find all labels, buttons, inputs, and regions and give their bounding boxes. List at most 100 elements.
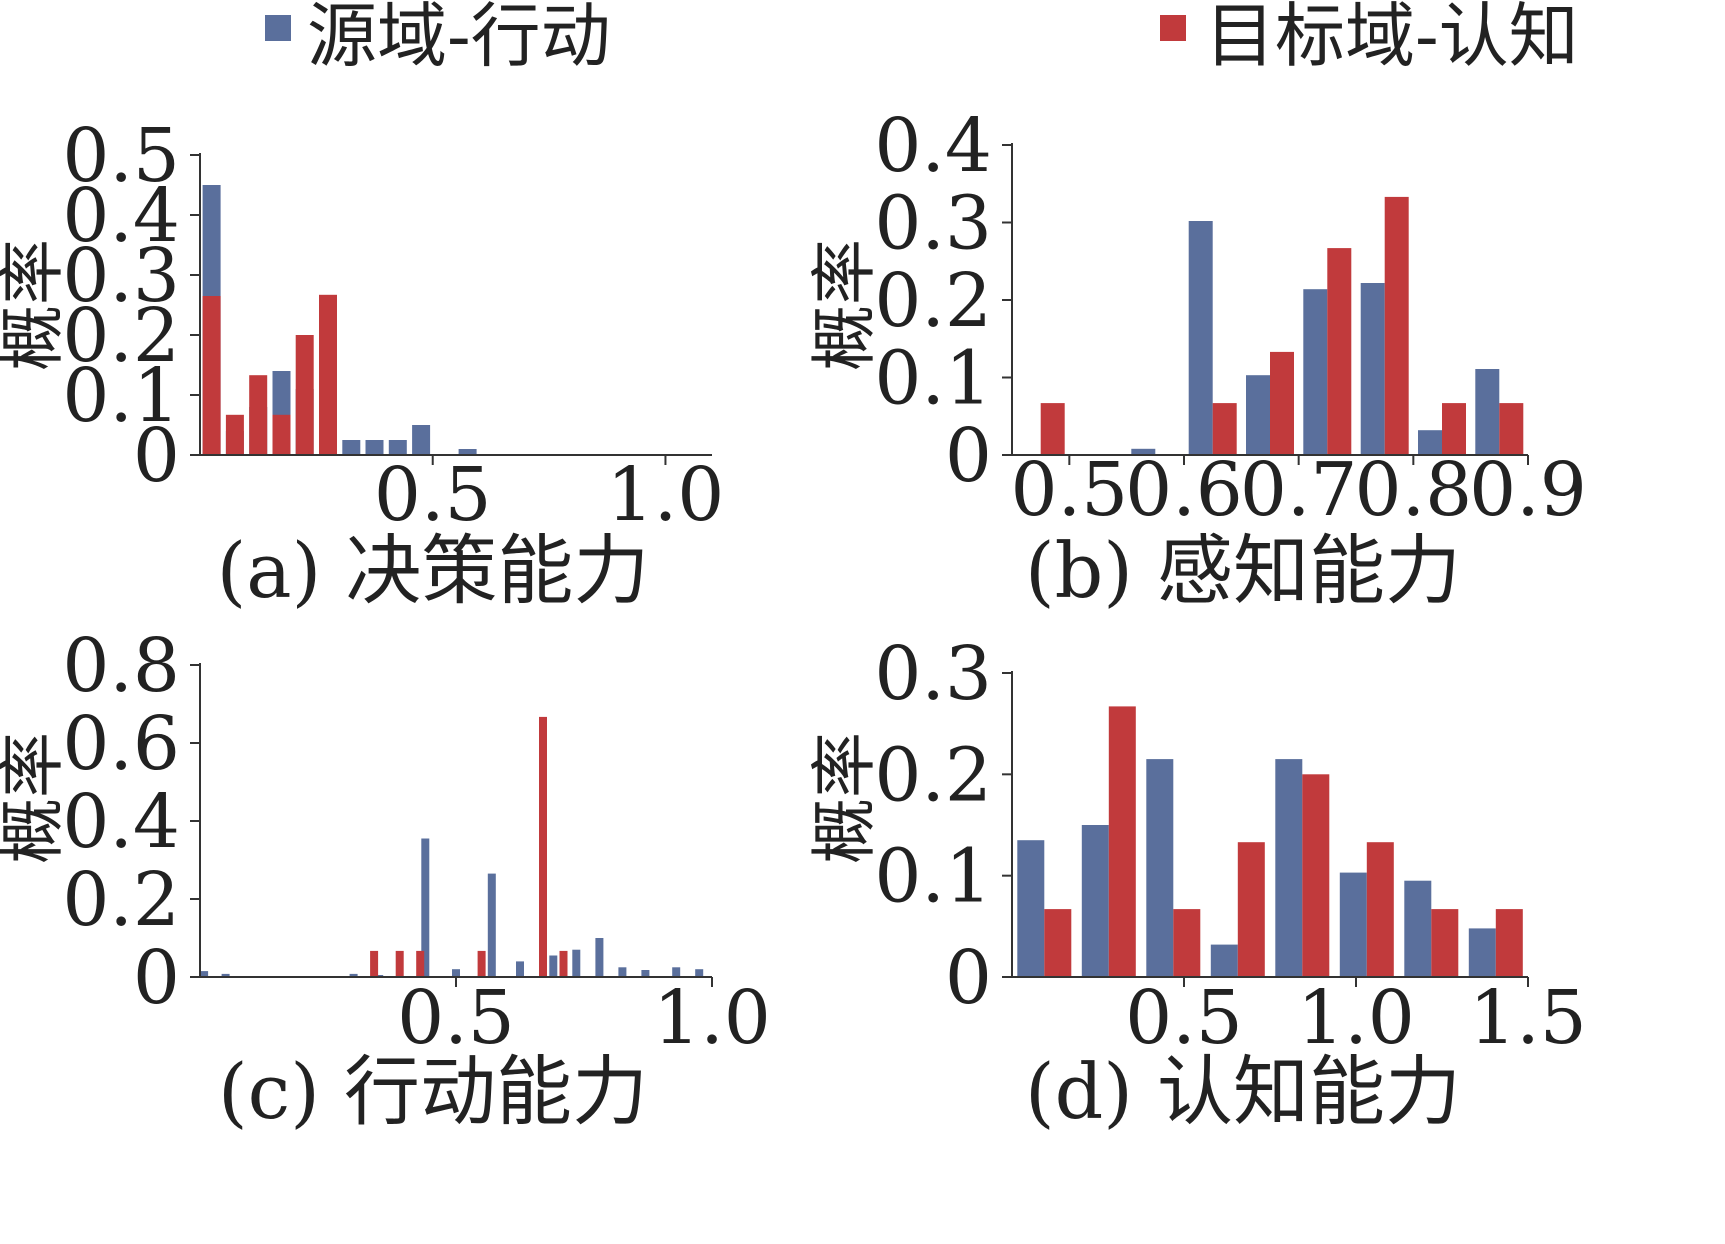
bar-target — [225, 414, 244, 455]
x-tick-label: 1.5 — [1469, 975, 1587, 1061]
y-tick-label: 0.2 — [874, 732, 992, 818]
x-tick-label: 0.5 — [374, 452, 492, 538]
bar-target — [1431, 909, 1459, 977]
bar-source — [1210, 944, 1238, 977]
bar-source — [342, 440, 361, 455]
bar-target — [1237, 842, 1265, 977]
y-axis-label: 概率 — [0, 239, 71, 371]
y-tick-label: 0 — [945, 935, 992, 1021]
bar-source — [1146, 759, 1174, 977]
bar-source — [1246, 375, 1270, 455]
y-axis-label: 概率 — [806, 732, 883, 864]
bar-source — [1131, 448, 1156, 455]
y-tick-label: 0.2 — [874, 258, 992, 344]
y-tick-label: 0.1 — [62, 353, 180, 439]
legend-swatch-target — [1160, 15, 1186, 41]
legend-swatch-source — [265, 15, 291, 41]
bar-target — [1044, 909, 1072, 977]
bar-source — [672, 967, 681, 978]
bar-target — [1366, 842, 1394, 977]
bar-target — [477, 950, 486, 977]
bar-target — [272, 414, 291, 455]
panel-caption: (b) 感知能力 — [1025, 526, 1461, 615]
bar-source — [1017, 840, 1045, 977]
x-tick-label: 0.8 — [1354, 447, 1472, 533]
bar-source — [695, 969, 704, 977]
panel-caption: (a) 决策能力 — [217, 526, 650, 615]
bar-source — [1468, 928, 1496, 977]
bar-target — [1212, 403, 1237, 455]
x-tick-label: 0.5 — [1010, 447, 1128, 533]
bar-source — [388, 440, 407, 455]
bar-target — [1173, 909, 1201, 977]
bar-source — [549, 955, 558, 977]
x-tick-label: 1.0 — [1297, 975, 1415, 1061]
bar-target — [395, 950, 404, 977]
bar-target — [1040, 403, 1065, 455]
bar-source — [458, 449, 477, 455]
bar-target — [559, 950, 568, 977]
x-tick-label: 1.0 — [607, 452, 725, 538]
bar-source — [412, 425, 431, 455]
bar-target — [295, 335, 314, 455]
bar-target — [539, 716, 547, 977]
legend: 源域-行动 目标域-认知 — [265, 0, 1579, 77]
bar-source — [1303, 289, 1328, 455]
bar-target — [1302, 774, 1330, 977]
bar-source — [516, 961, 524, 977]
chart-panel-b: 00.10.20.30.4 0.50.60.70.80.9 概率 (b) 感知能力 — [806, 103, 1587, 615]
y-tick-label: 0.1 — [874, 834, 992, 920]
bar-source — [200, 971, 209, 977]
x-tick-label: 0.5 — [397, 975, 515, 1061]
bar-target — [416, 950, 425, 977]
y-tick-label: 0.8 — [62, 623, 180, 709]
bar-target — [1270, 351, 1294, 455]
bar-source — [1188, 221, 1213, 455]
bar-target — [1108, 706, 1136, 977]
bar-target — [319, 294, 337, 455]
bar-source — [572, 949, 581, 977]
chart-panel-d: 0 0.1 0.2 0.3 0.5 1.0 1.5 概率 (d) 认知能力 — [806, 631, 1587, 1136]
y-tick-label: 0.3 — [874, 181, 992, 267]
bar-source — [349, 973, 358, 977]
bar-source — [595, 938, 604, 977]
bar-target — [1499, 403, 1524, 455]
bar-source — [221, 973, 230, 977]
bar-source — [641, 970, 650, 977]
x-tick-label: 0.9 — [1469, 447, 1587, 533]
panel-caption: (d) 认知能力 — [1025, 1047, 1461, 1136]
bar-target — [202, 296, 221, 455]
bar-source — [1475, 369, 1500, 455]
bar-source — [1339, 872, 1367, 977]
chart-panels: 00.10.20.30.40.50.5 1.0概率(a) 决策能力00.10.20… — [0, 103, 1587, 1136]
bar-source — [452, 969, 460, 977]
x-tick-label: 0.7 — [1240, 447, 1358, 533]
bar-target — [249, 375, 268, 455]
bar-target — [1442, 403, 1466, 455]
bar-target — [1495, 909, 1523, 977]
y-tick-label: 0.3 — [62, 233, 180, 319]
bar-source — [1360, 283, 1385, 455]
bar-target — [1327, 248, 1352, 455]
y-axis-label: 概率 — [0, 732, 71, 864]
chart-panel-c: 00.20.40.60.8 0.5 1.0 概率 (c) 行动能力 — [0, 623, 771, 1136]
y-tick-label: 0 — [945, 413, 992, 499]
y-tick-label: 0.6 — [62, 701, 180, 787]
y-tick-label: 0.1 — [874, 336, 992, 422]
bar-source — [421, 838, 430, 977]
bar-source — [1275, 759, 1303, 977]
legend-label-source: 源域-行动 — [307, 0, 611, 77]
y-tick-label: 0.2 — [62, 293, 180, 379]
panel-caption: (c) 行动能力 — [218, 1047, 648, 1136]
legend-label-target: 目标域-认知 — [1205, 0, 1579, 77]
chart-panel-a: 00.10.20.30.40.50.5 1.0概率(a) 决策能力 — [0, 113, 724, 615]
bar-source — [1418, 430, 1442, 455]
bar-target — [370, 950, 379, 977]
y-tick-label: 0.3 — [874, 631, 992, 717]
bar-source — [618, 967, 627, 978]
bar-target — [1384, 196, 1409, 455]
y-axis-label: 概率 — [806, 239, 883, 371]
x-tick-label: 0.6 — [1125, 447, 1243, 533]
y-tick-label: 0.2 — [62, 857, 180, 943]
